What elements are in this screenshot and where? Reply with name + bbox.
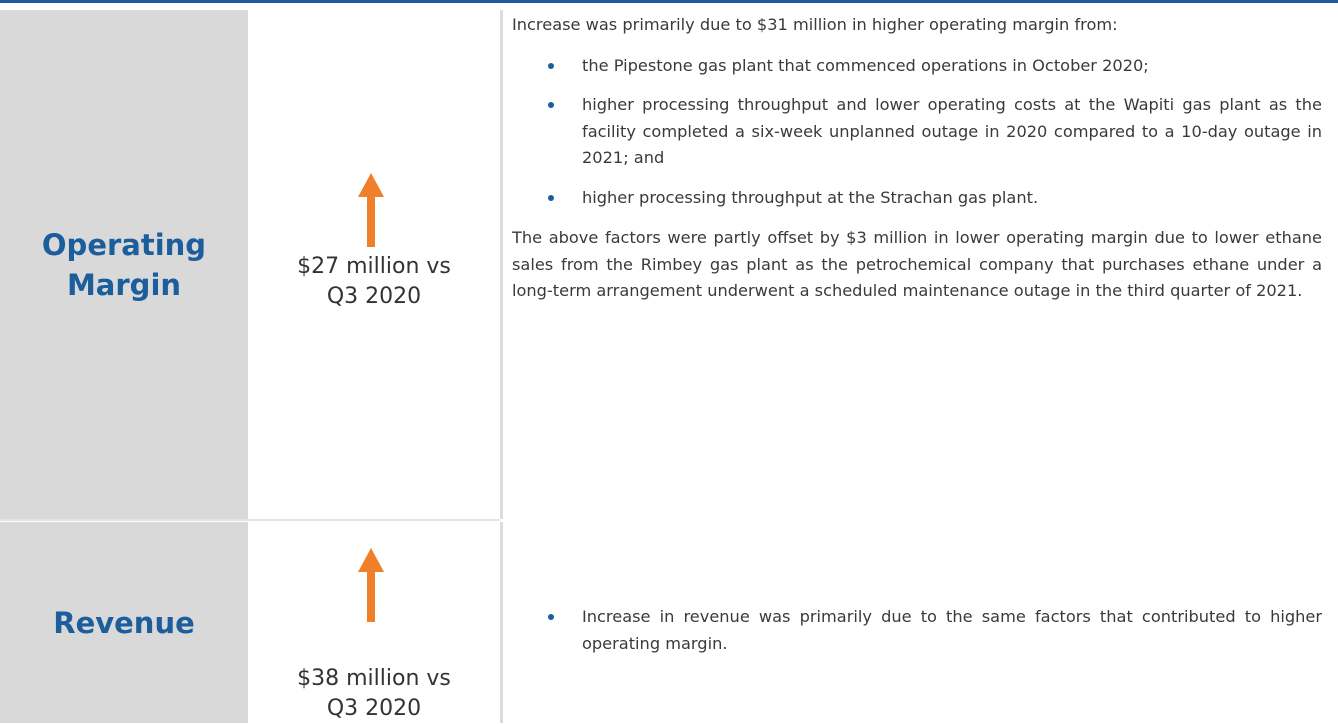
- column-divider: [500, 522, 503, 723]
- bullet: higher processing throughput and lower o…: [548, 92, 1322, 172]
- up-arrow: [358, 173, 384, 247]
- bullet-list: Increase in revenue was primarily due to…: [512, 604, 1322, 657]
- top-rule: [0, 0, 1338, 3]
- explanation: Increase in revenue was primarily due to…: [512, 604, 1322, 671]
- bullet: higher processing throughput at the Stra…: [548, 185, 1322, 212]
- change-text: $27 million vs Q3 2020: [248, 252, 500, 312]
- bullet-list: the Pipestone gas plant that commenced o…: [512, 53, 1322, 212]
- label-text: Revenue: [53, 605, 195, 640]
- label-text: Operating Margin: [41, 227, 207, 302]
- intro: Increase was primarily due to $31 millio…: [512, 15, 1118, 34]
- closing: The above factors were partly offset by …: [512, 228, 1322, 300]
- explanation: Increase was primarily due to $31 millio…: [512, 12, 1322, 319]
- row-label: Operating Margin: [0, 10, 248, 519]
- column-divider: [500, 10, 503, 519]
- change-value: $38 million vs Q3 2020: [297, 666, 451, 721]
- row-divider: [0, 519, 500, 521]
- change-value: $27 million vs Q3 2020: [297, 254, 451, 309]
- row-label: Revenue: [0, 522, 248, 723]
- bullet: Increase in revenue was primarily due to…: [548, 604, 1322, 657]
- up-arrow: [358, 548, 384, 622]
- bullet: the Pipestone gas plant that commenced o…: [548, 53, 1322, 80]
- change-text: $38 million vs Q3 2020: [248, 664, 500, 724]
